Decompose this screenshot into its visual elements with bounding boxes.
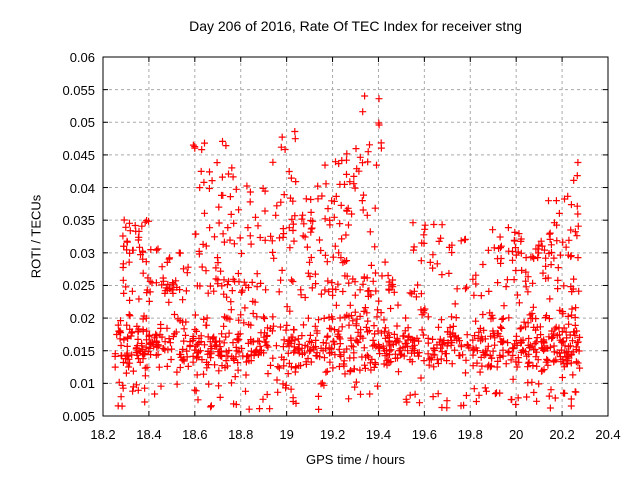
x-tick-label: 20.4 [595,427,621,442]
y-tick-label: 0.015 [62,343,95,359]
y-tick-label: 0.025 [62,278,95,294]
plot-border [102,56,609,417]
scatter-points-layer [111,92,584,413]
y-tick-label: 0.04 [69,180,95,196]
y-tick-label: 0.035 [62,213,95,229]
x-tick-label: 19 [279,427,294,442]
x-tick-label: 18.6 [182,427,208,442]
scatter-series-roti [111,92,584,413]
y-tick-label: 0.03 [69,245,95,261]
chart-title: Day 206 of 2016, Rate Of TEC Index for r… [189,18,522,34]
x-tick-label: 18.4 [136,427,162,442]
x-tick-label: 18.2 [90,427,116,442]
y-tick-label: 0.05 [69,115,95,131]
x-tick-label: 19.8 [457,427,483,442]
x-tick-label: 20 [508,427,524,442]
y-tick-label: 0.045 [62,147,95,163]
y-tick-label: 0.055 [62,82,95,98]
y-tick-label: 0.06 [69,50,95,65]
x-tick-label: 19.4 [365,427,392,442]
x-tick-label: 19.6 [411,427,438,442]
y-tick-label: 0.005 [62,409,95,424]
y-tick-label: 0.01 [69,376,95,392]
x-tick-label: 20.2 [549,427,575,442]
y-tick-label: 0.02 [69,311,95,327]
x-axis-label: GPS time / hours [306,452,405,467]
x-tick-label: 19.2 [319,427,346,442]
x-tick-label: 18.8 [228,427,254,442]
